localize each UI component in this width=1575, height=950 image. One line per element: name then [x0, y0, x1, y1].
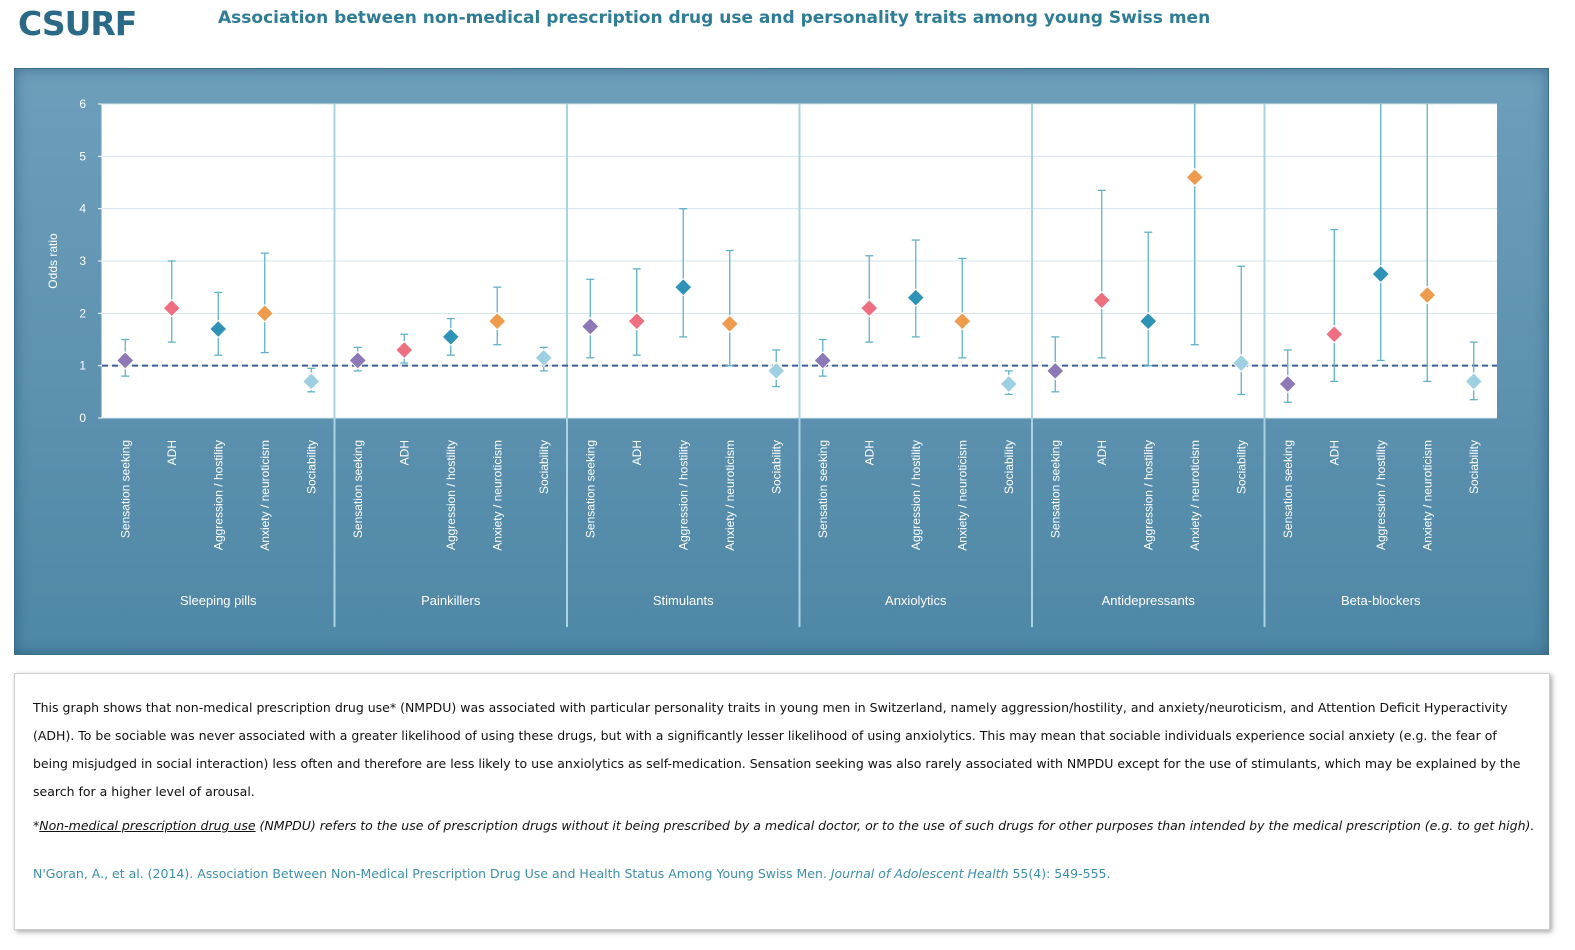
y-tick-label: 1	[79, 359, 86, 373]
y-tick-label: 2	[79, 306, 86, 320]
reference-citation: N'Goran, A., et al. (2014). Association …	[33, 866, 1110, 881]
x-category-label: Aggression / hostility	[1141, 440, 1155, 550]
y-tick-label: 5	[79, 149, 86, 163]
data-point	[1278, 374, 1297, 394]
footnote-marker: *	[33, 818, 40, 833]
data-point	[720, 314, 739, 334]
data-point	[441, 327, 460, 347]
x-category-label: Sociability	[769, 440, 783, 494]
reference-journal: Journal of Adolescent Health	[830, 866, 1009, 881]
reference-text: N'Goran, A., et al. (2014). Association …	[33, 866, 831, 881]
x-category-label: ADH	[862, 440, 876, 465]
x-category-label: Sociability	[304, 440, 318, 494]
footnote-definition: (NMPDU) refers to the use of prescriptio…	[255, 818, 1535, 833]
chart-panel: 0 1 2 3 4 5 6 Odds ratio Sensation seeking ADH Agg…	[14, 68, 1549, 655]
reference-volume: 55(4): 549-555.	[1008, 866, 1111, 881]
odds-ratio-chart: 0 1 2 3 4 5 6 Odds ratio Sensation seeking ADH Agg…	[46, 97, 1497, 627]
x-category-label: Aggression / hostility	[444, 440, 458, 550]
y-tick-label: 4	[79, 202, 86, 216]
y-tick-label: 3	[79, 254, 86, 268]
x-category-label: Sensation seeking	[816, 440, 830, 538]
x-category-label: Sensation seeking	[1281, 440, 1295, 538]
x-category-label: Anxiety / neuroticism	[1188, 440, 1202, 551]
group-label: Anxiolytics	[885, 593, 947, 608]
data-point	[627, 311, 646, 331]
x-category-label: Anxiety / neuroticism	[490, 440, 504, 551]
x-category-label: Anxiety / neuroticism	[258, 440, 272, 551]
data-point	[1232, 353, 1251, 373]
data-point	[767, 361, 786, 381]
x-category-label: Sociability	[1002, 440, 1016, 494]
x-category-label: Sensation seeking	[118, 440, 132, 538]
data-point	[1464, 372, 1483, 391]
data-point	[255, 304, 274, 323]
data-point	[1046, 361, 1065, 381]
x-category-label: Sociability	[1467, 440, 1481, 494]
data-point	[1418, 285, 1437, 305]
data-point	[162, 298, 181, 318]
data-point	[395, 340, 414, 360]
data-point	[1325, 325, 1344, 344]
data-point	[999, 374, 1018, 394]
x-category-label: ADH	[1327, 440, 1341, 465]
description-text: This graph shows that non-medical prescr…	[33, 700, 1521, 799]
data-point	[1092, 291, 1111, 310]
group-label: Painkillers	[421, 593, 481, 608]
group-label: Beta-blockers	[1341, 593, 1421, 608]
x-category-label: ADH	[630, 440, 644, 465]
x-category-label: Sensation seeking	[1048, 440, 1062, 538]
x-category-label: Sensation seeking	[583, 440, 597, 538]
x-category-label: Aggression / hostility	[211, 440, 225, 550]
data-point	[1139, 311, 1158, 331]
data-point	[302, 372, 321, 391]
data-point	[348, 351, 367, 370]
data-point	[1185, 168, 1204, 187]
y-tick-label: 6	[79, 97, 86, 111]
header: CSURF Association between non-medical pr…	[0, 0, 1575, 60]
x-category-label: Anxiety / neuroticism	[1420, 440, 1434, 551]
data-point	[581, 317, 600, 336]
x-category-label: Aggression / hostility	[909, 440, 923, 550]
data-point	[813, 351, 832, 370]
group-label: Antidepressants	[1102, 593, 1196, 608]
page-title: Association between non-medical prescrip…	[218, 8, 1211, 28]
x-category-label: Anxiety / neuroticism	[955, 440, 969, 551]
y-axis-label: Odds ratio	[46, 233, 60, 289]
x-category-label: ADH	[1095, 440, 1109, 465]
data-point	[1371, 264, 1390, 284]
x-category-label: Aggression / hostility	[1374, 440, 1388, 550]
x-category-label: Sociability	[537, 440, 551, 494]
data-point	[674, 277, 693, 297]
data-point	[488, 311, 507, 331]
footnote-term: Non-medical prescription drug use	[39, 818, 256, 833]
description-panel: This graph shows that non-medical prescr…	[14, 673, 1550, 930]
data-point	[953, 311, 972, 331]
x-category-label: Sociability	[1234, 440, 1248, 494]
csurf-logo: CSURF	[18, 4, 137, 43]
x-category-label: Anxiety / neuroticism	[723, 440, 737, 551]
data-point	[906, 288, 925, 307]
x-category-label: Sensation seeking	[351, 440, 365, 538]
group-label: Sleeping pills	[180, 593, 257, 608]
footnote: *Non-medical prescription drug use (NMPD…	[33, 818, 1538, 833]
data-point	[116, 351, 135, 370]
data-point	[860, 298, 879, 318]
y-tick-label: 0	[79, 411, 86, 425]
x-category-label: ADH	[397, 440, 411, 465]
data-point	[534, 348, 553, 368]
data-point	[209, 319, 228, 339]
x-category-label: ADH	[165, 440, 179, 465]
x-category-label: Aggression / hostility	[676, 440, 690, 550]
group-label: Stimulants	[653, 593, 714, 608]
